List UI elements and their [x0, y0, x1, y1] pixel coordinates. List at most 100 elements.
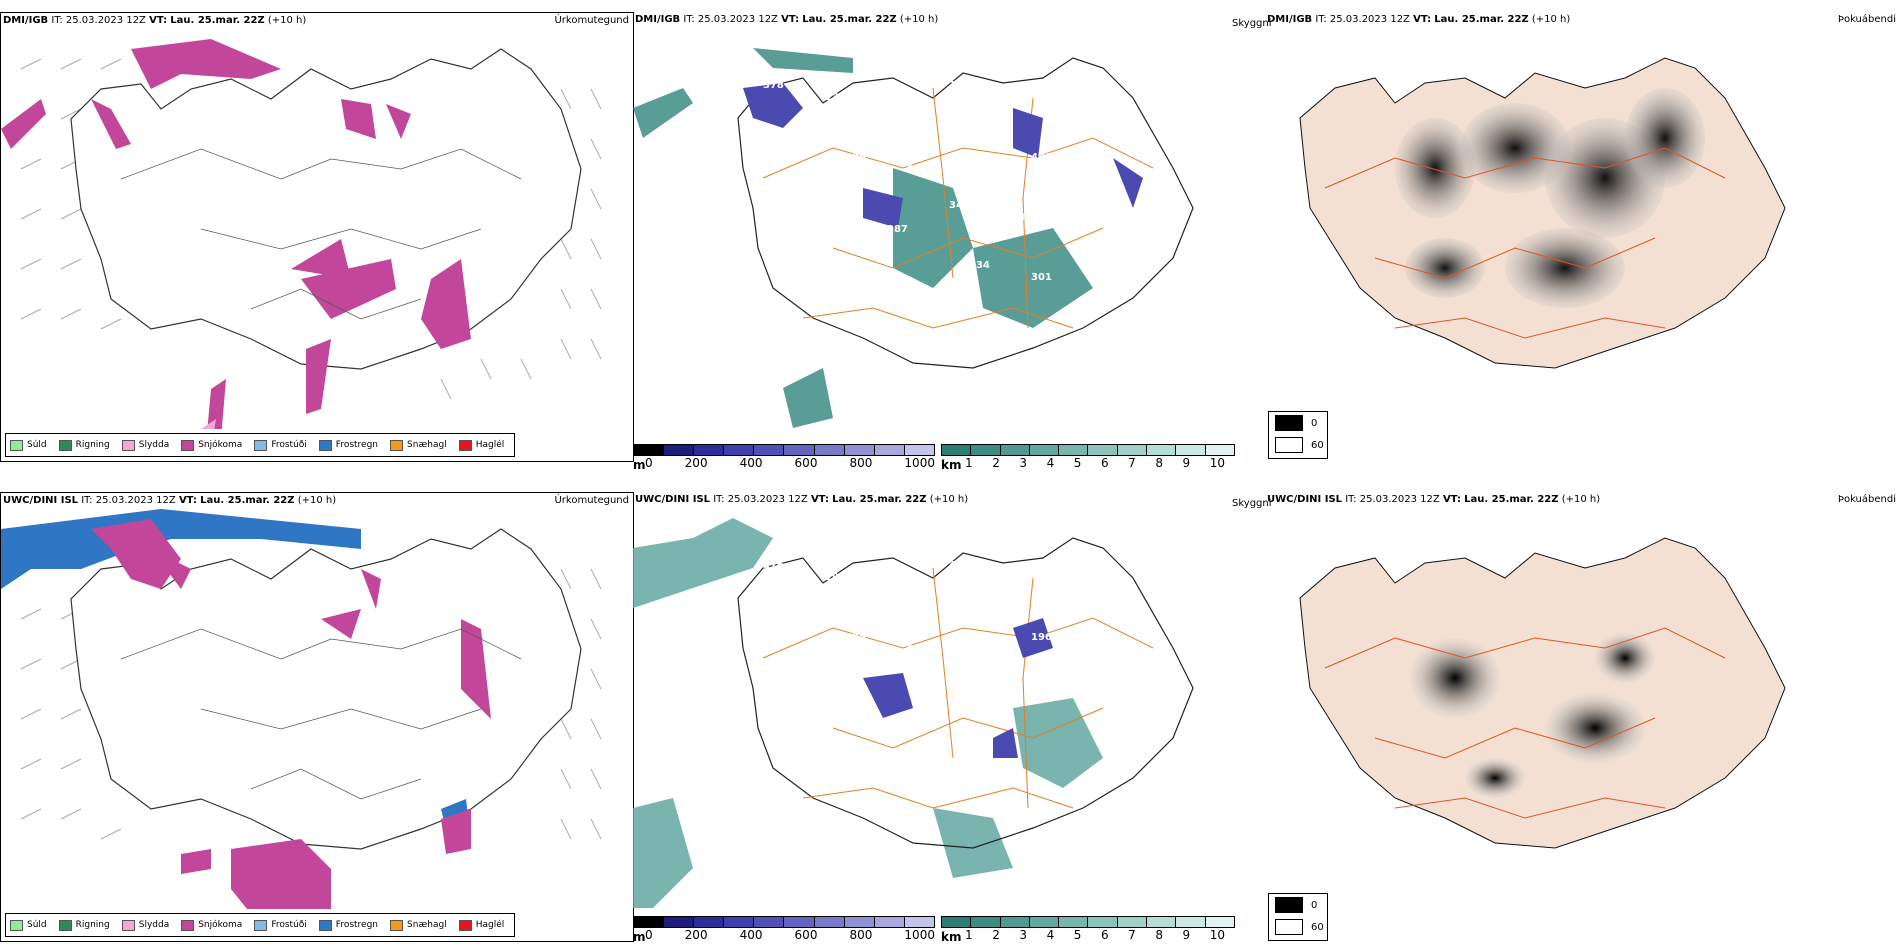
vt-value: Lau. 25.mar. 22Z [170, 15, 265, 26]
legend-item: Frostregn [318, 439, 379, 451]
colorbar-segment [664, 917, 695, 927]
legend-label: Frostúði [271, 920, 307, 930]
it-value: 25.03.2023 12Z [65, 15, 146, 26]
fog-areas [1395, 88, 1705, 308]
legend-swatch [58, 919, 72, 931]
visibility-colorbar [941, 916, 1235, 928]
colorbar-tick: 6 [1100, 456, 1109, 470]
fog-legend-label: 0 [1311, 899, 1318, 911]
vt-label: VT: [1413, 14, 1432, 25]
colorbar-segment [1088, 445, 1118, 455]
iceland-outline [1299, 537, 1786, 849]
fog-map [1299, 57, 1786, 369]
colorbar-segment [784, 445, 815, 455]
ceiling-label: 203 [969, 620, 990, 631]
colorbar-segment [874, 917, 905, 927]
ceiling-labels: 376 192 300 475 282 307 400 225 205 203 196 174 [763, 560, 1114, 655]
legend-item: Snæhagl [390, 439, 447, 451]
colorbar-tick: 8 [1155, 928, 1163, 942]
ceiling-label: 196 [1031, 632, 1052, 643]
cloud-title: Skyggni [1232, 18, 1272, 29]
legend-item: Snjókoma [181, 919, 242, 931]
ceiling-label: 242 [825, 212, 846, 223]
colorbar-tick: 1 [965, 456, 973, 470]
legend-item: Frostúði [254, 439, 307, 451]
panel-header: UWC/DINI ISL IT: 25.03.2023 12Z VT: Lau.… [1, 493, 633, 509]
legend-item: Frostúði [254, 919, 307, 931]
colorbar-segment [874, 445, 905, 455]
colorbar-segment [1088, 917, 1118, 927]
colorbar-segment [1205, 445, 1234, 455]
legend-swatch [458, 439, 472, 451]
colorbar-tick: 1000 [904, 456, 935, 470]
vt-label: VT: [781, 14, 800, 25]
colorbar-segment [1059, 445, 1089, 455]
ceiling-colorbar [633, 916, 935, 928]
colorbar-segment [844, 445, 875, 455]
ceiling-visibility-map: 378 138 316 199 221 289 316 206 294 405 480 264 136 2… [633, 48, 1194, 428]
fog-areas [1410, 633, 1655, 798]
model-name: UWC/DINI ISL [3, 495, 79, 506]
ceiling-label: 221 [1011, 92, 1032, 103]
it-value: 25.03.2023 12Z [727, 494, 808, 505]
fog-legend-row: 0 [1269, 412, 1327, 434]
colorbar-tick: 10 [1209, 928, 1225, 942]
cloud-panel-bottom: UWC/DINI ISL IT: 25.03.2023 12Z VT: Lau.… [633, 492, 1235, 944]
legend-swatch [390, 919, 404, 931]
fog-legend: 0 60 [1268, 411, 1328, 459]
colorbar-tick: 8 [1155, 456, 1163, 470]
legend-swatch [181, 439, 195, 451]
legend-item: Rigning [58, 919, 110, 931]
legend-swatch [318, 919, 332, 931]
legend-label: Rigning [75, 920, 110, 930]
legend-label: Súld [27, 920, 47, 930]
panel-header: DMI/IGB IT: 25.03.2023 12Z VT: Lau. 25.m… [1265, 12, 1900, 28]
fog-legend-label: 60 [1311, 439, 1324, 451]
ceiling-label: 199 [949, 80, 970, 91]
colorbar-segment [1029, 917, 1060, 927]
it-value: 25.03.2023 12Z [1329, 14, 1410, 25]
colorbar-tick: 1 [965, 928, 973, 942]
colorbar-tick: 7 [1128, 456, 1136, 470]
visibility-ticks: 1 2 3 4 5 6 7 8 9 10 [965, 928, 1225, 942]
visibility-areas [633, 518, 1103, 908]
it-value: 25.03.2023 12Z [95, 495, 176, 506]
it-label: IT: [713, 494, 725, 505]
ceiling-label: 344 [949, 200, 970, 211]
it-value: 25.03.2023 12Z [697, 14, 778, 25]
colorbar-tick: 2 [992, 456, 1000, 470]
ceiling-ticks: 0 200 400 600 800 1000 [645, 456, 935, 470]
roads [762, 567, 1154, 809]
colorbar-segment [942, 445, 972, 455]
precip-legend: Súld Rigning Slydda Snjókoma Frostúði Frostre… [5, 433, 516, 457]
ceiling-colorbar [633, 444, 935, 456]
model-name: DMI/IGB [1267, 14, 1313, 25]
fog-swatch [1275, 897, 1303, 913]
lead-time: (+10 h) [1531, 14, 1571, 25]
legend-label: Rigning [75, 440, 110, 450]
ceiling-label: 475 [949, 560, 970, 571]
model-name: DMI/IGB [3, 15, 49, 26]
precip-legend: Súld Rigning Slydda Snjókoma Frostúði Frostre… [5, 913, 516, 937]
colorbar-segment [971, 917, 1001, 927]
colorbar-tick: 9 [1182, 456, 1191, 470]
colorbar-segment [1147, 445, 1177, 455]
colorbar-segment [1176, 445, 1206, 455]
legend-swatch [10, 439, 23, 451]
ceiling-label: 382 [907, 284, 928, 295]
ceiling-label: 138 [825, 92, 846, 103]
it-value: 25.03.2023 12Z [1359, 494, 1440, 505]
cloud-panel-top: DMI/IGB IT: 25.03.2023 12Z VT: Lau. 25.m… [633, 12, 1235, 472]
precip-panel-bottom: UWC/DINI ISL IT: 25.03.2023 12Z VT: Lau.… [0, 492, 634, 942]
colorbar-segment [724, 917, 755, 927]
precip-map [1, 509, 602, 909]
fog-title: Þokuábendi [1837, 14, 1896, 25]
colorbar-segment [724, 445, 755, 455]
colorbar-tick: 4 [1046, 928, 1055, 942]
colorbar-tick: 0 [645, 456, 653, 470]
visibility-areas [633, 48, 1093, 428]
legend-label: Súld [27, 440, 47, 450]
legend-label: Frostregn [335, 440, 379, 450]
ceiling-label: 316 [887, 104, 908, 115]
ceiling-label: 301 [1031, 272, 1052, 283]
